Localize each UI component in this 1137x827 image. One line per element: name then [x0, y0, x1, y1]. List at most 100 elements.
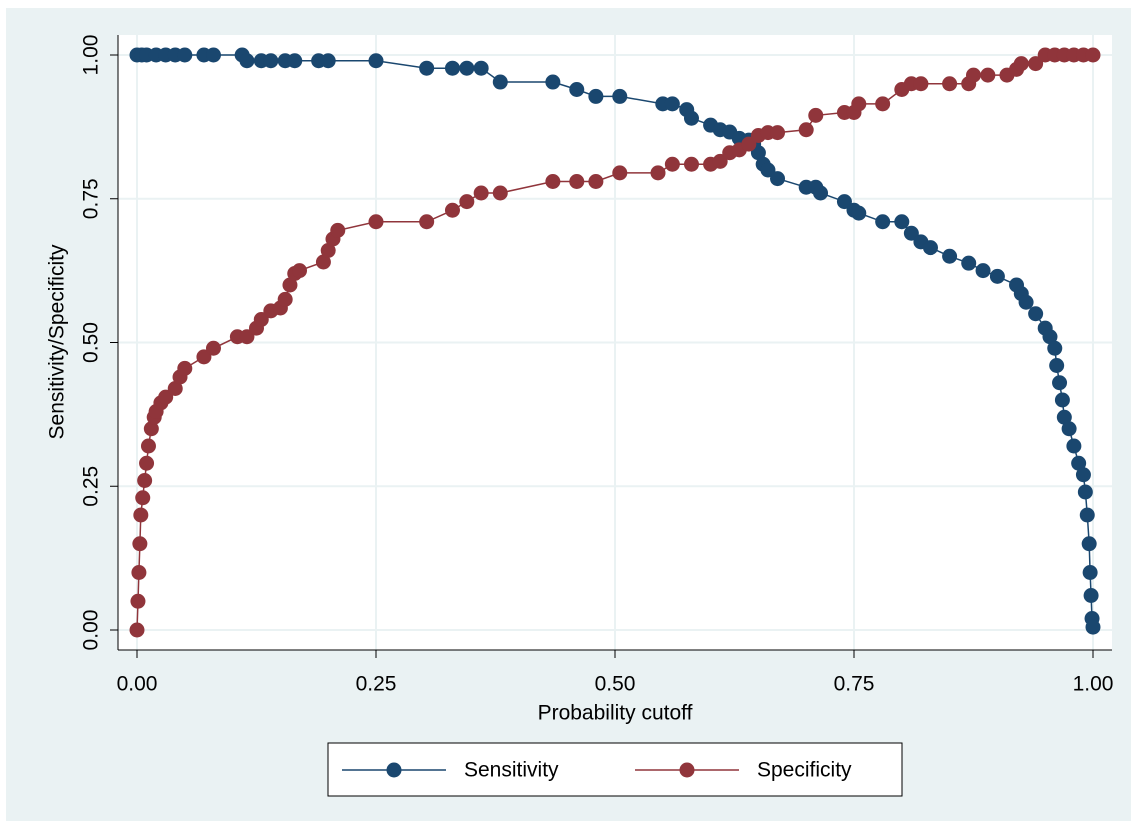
- data-point: [132, 536, 148, 552]
- data-point: [1079, 507, 1095, 523]
- data-point: [320, 53, 336, 69]
- data-point: [989, 268, 1005, 284]
- data-point: [942, 76, 958, 92]
- data-point: [1085, 619, 1101, 635]
- data-point: [1081, 536, 1097, 552]
- data-point: [588, 88, 604, 104]
- data-point: [419, 60, 435, 76]
- data-point: [1028, 306, 1044, 322]
- data-point: [875, 214, 891, 230]
- y-tick-label: 0.50: [80, 322, 103, 363]
- data-point: [1028, 56, 1044, 72]
- data-point: [1075, 467, 1091, 483]
- data-point: [588, 174, 604, 189]
- data-point: [683, 110, 699, 126]
- data-point: [750, 145, 766, 161]
- data-point: [664, 96, 680, 112]
- x-axis-title: Probability cutoff: [538, 702, 693, 725]
- data-point: [836, 194, 852, 210]
- data-point: [330, 222, 346, 238]
- data-point: [1056, 409, 1072, 425]
- x-tick-label: 0.00: [117, 673, 158, 696]
- data-point: [569, 174, 585, 189]
- data-point: [444, 202, 460, 218]
- data-point: [205, 47, 221, 63]
- x-tick-label: 0.75: [834, 673, 875, 696]
- data-point: [315, 254, 331, 270]
- data-point: [612, 165, 628, 181]
- data-point: [419, 214, 435, 230]
- data-point: [612, 88, 628, 104]
- data-point: [135, 490, 151, 506]
- data-point: [177, 47, 193, 63]
- legend-marker: [679, 762, 695, 778]
- data-point: [650, 165, 666, 181]
- data-point: [282, 277, 298, 293]
- x-tick-label: 0.25: [356, 673, 397, 696]
- data-point: [851, 96, 867, 112]
- x-tick-label: 0.50: [595, 673, 636, 696]
- data-point: [129, 622, 145, 638]
- data-point: [196, 349, 212, 365]
- data-point: [131, 565, 147, 580]
- data-point: [292, 263, 308, 279]
- data-point: [798, 122, 814, 138]
- data-point: [545, 174, 561, 189]
- data-point: [137, 473, 153, 488]
- data-point: [143, 421, 159, 437]
- data-point: [492, 74, 508, 90]
- legend-label: Specificity: [757, 759, 852, 782]
- y-tick-label: 0.25: [80, 466, 103, 507]
- data-point: [1052, 375, 1068, 391]
- data-point: [922, 240, 938, 256]
- y-tick-label: 0.75: [80, 178, 103, 219]
- data-point: [368, 214, 384, 230]
- x-tick-label: 1.00: [1073, 673, 1114, 696]
- legend-label: Sensitivity: [464, 759, 559, 782]
- data-point: [712, 153, 728, 169]
- y-axis-title: Sensitivity/Specificity: [46, 244, 69, 439]
- data-point: [239, 329, 255, 345]
- data-point: [913, 76, 929, 92]
- data-point: [1085, 47, 1101, 63]
- data-point: [167, 381, 183, 396]
- data-point: [942, 248, 958, 264]
- data-point: [158, 389, 174, 405]
- data-point: [368, 53, 384, 69]
- data-point: [277, 291, 293, 307]
- y-tick-label: 1.00: [80, 35, 103, 76]
- data-point: [741, 136, 757, 152]
- data-point: [130, 593, 146, 609]
- data-point: [320, 243, 336, 258]
- data-point: [1061, 421, 1077, 437]
- data-point: [444, 60, 460, 76]
- legend-marker: [386, 762, 402, 778]
- data-point: [813, 185, 829, 201]
- data-point: [975, 263, 991, 279]
- data-point: [263, 53, 279, 69]
- data-point: [966, 67, 981, 83]
- data-point: [851, 205, 867, 221]
- data-point: [1066, 438, 1082, 454]
- data-point: [1013, 56, 1029, 72]
- data-point: [253, 312, 269, 327]
- data-point: [177, 360, 193, 376]
- data-point: [140, 438, 156, 454]
- data-point: [545, 74, 561, 90]
- data-point: [1049, 358, 1065, 373]
- data-point: [683, 156, 699, 172]
- data-point: [205, 340, 221, 356]
- data-point: [459, 60, 475, 76]
- data-point: [961, 255, 977, 271]
- y-tick-label: 0.00: [80, 610, 103, 651]
- data-point: [473, 60, 489, 76]
- data-point: [1042, 329, 1058, 345]
- data-point: [139, 455, 155, 471]
- data-point: [133, 507, 149, 523]
- data-point: [1071, 455, 1087, 471]
- data-point: [808, 107, 824, 123]
- data-point: [1047, 340, 1063, 356]
- data-point: [492, 185, 508, 201]
- data-point: [770, 125, 786, 141]
